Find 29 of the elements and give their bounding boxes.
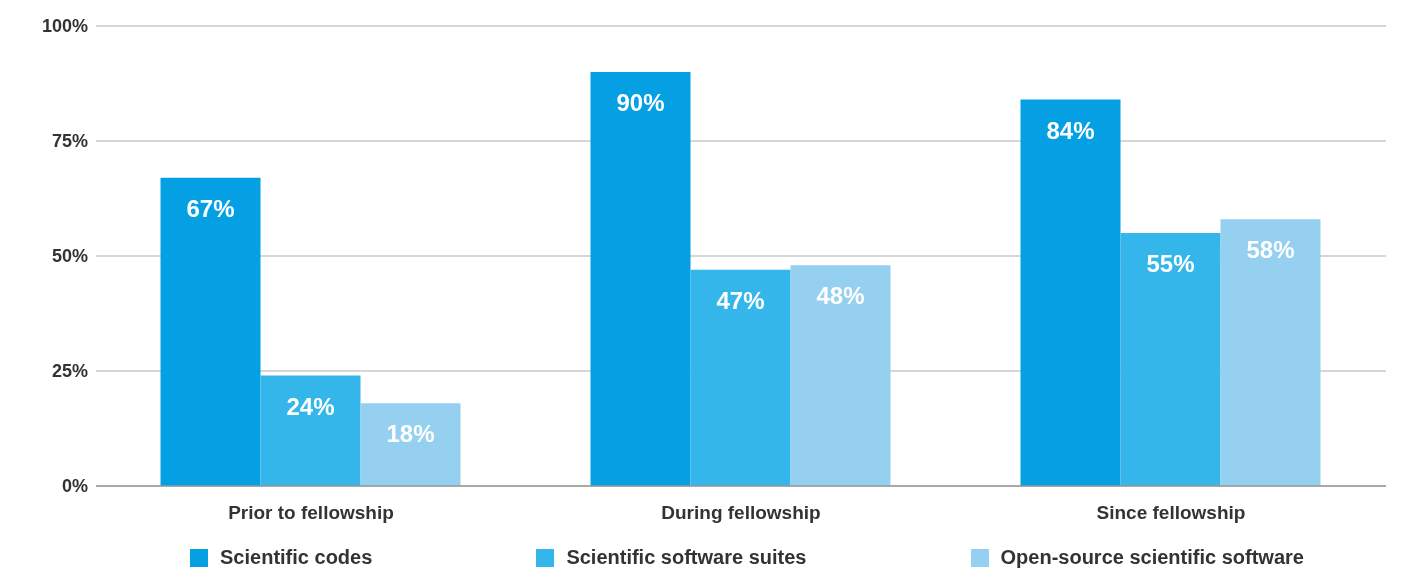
bar [160,177,261,486]
data-label: 67% [186,194,235,222]
bar [690,269,791,486]
y-tick-label: 50% [51,246,88,267]
legend-label: Scientific codes [219,546,373,569]
bar [1220,219,1321,486]
data-label: 55% [1146,250,1195,278]
y-tick-label: 100% [41,16,88,37]
x-tick-label: During fellowship [661,502,821,524]
bar [260,375,361,486]
legend-label: Open-source scientific software [999,546,1304,569]
data-label: 90% [616,89,665,117]
y-tick-label: 0% [61,476,88,497]
x-tick-label: Prior to fellowship [228,502,394,524]
x-tick-label: Since fellowship [1096,502,1246,524]
data-label: 18% [386,420,435,448]
data-label: 47% [716,286,765,314]
bar [1120,233,1221,486]
data-label: 58% [1246,236,1295,264]
data-label: 24% [286,392,335,420]
data-label: 48% [816,282,865,310]
legend-label: Scientific software suites [565,546,807,569]
bar [590,72,691,486]
data-label: 84% [1046,116,1095,144]
bar [1020,99,1121,486]
y-tick-label: 75% [51,131,88,152]
bar [790,265,891,486]
y-tick-label: 25% [51,361,88,382]
bar [360,403,461,486]
